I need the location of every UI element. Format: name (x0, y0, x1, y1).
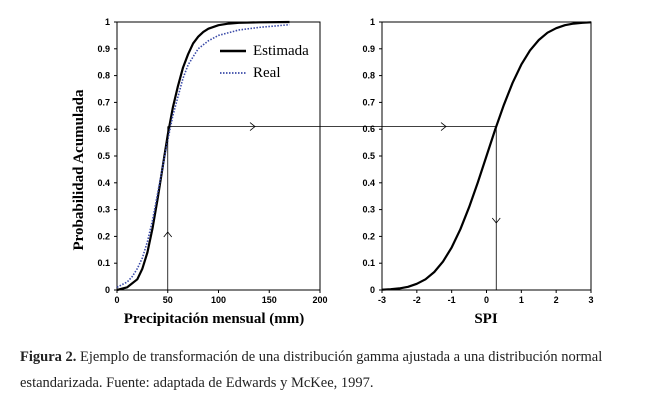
y-tick-label: 1 (105, 17, 110, 27)
y-tick-label: 1 (370, 17, 375, 27)
y-tick-label: 0.2 (362, 231, 375, 241)
y-tick-label: 0.6 (97, 124, 110, 134)
legend-label: Estimada (253, 43, 309, 59)
y-tick-label: 0.1 (97, 258, 110, 268)
up-arrow-icon (163, 231, 173, 238)
x-tick-label: -2 (413, 295, 421, 305)
x-tick-label: 2 (554, 295, 559, 305)
x-tick-label: 50 (163, 295, 173, 305)
spi-chart: 0 0.1 0.2 0.3 0.4 0.5 0.6 0.7 0.8 0.9 1 -3 -2 -1 0 1 2 3 S… (362, 17, 593, 327)
y-tick-label: 0.4 (362, 178, 375, 188)
series-spi (381, 21, 592, 291)
y-tick-label: 0 (105, 285, 110, 295)
y-tick-label: 0.2 (97, 231, 110, 241)
x-tick-label: 100 (211, 295, 226, 305)
right-arrow-icon (249, 122, 256, 131)
y-axis-title: Probabilidad Acumulada (71, 89, 87, 251)
x-tick-label: -3 (378, 295, 386, 305)
y-tick-label: 0.1 (362, 258, 375, 268)
y-tick-label: 0.5 (362, 151, 375, 161)
x-tick-label: 0 (114, 295, 119, 305)
y-tick-label: 0.4 (97, 178, 110, 188)
legend-label: Real (253, 65, 281, 81)
series-real (116, 23, 290, 289)
series-estimada (116, 20, 290, 292)
y-tick-label: 0.8 (362, 71, 375, 81)
figure: 00.10.20.30.40.50.60.70.80.910 50 100 150 20… (71, 17, 594, 327)
y-tick-label: 0.7 (362, 97, 375, 107)
x-tick-label: -1 (448, 295, 456, 305)
legend: Estimada Real (220, 43, 309, 81)
y-tick-label: 0 (370, 285, 375, 295)
x-tick-label: 150 (262, 295, 277, 305)
x-tick-label: 0 (484, 295, 489, 305)
figure-caption: Figura 2. Ejemplo de transformación de u… (20, 344, 660, 396)
y-tick-label: 0.9 (362, 44, 375, 54)
transformation-lines (163, 122, 501, 290)
y-tick-label: 0.8 (97, 71, 110, 81)
right-arrow-icon (440, 122, 447, 131)
y-tick-label: 0.3 (97, 205, 110, 215)
y-tick-label: 0.9 (97, 44, 110, 54)
down-arrow-icon (491, 217, 501, 224)
y-tick-label: 0.6 (362, 124, 375, 134)
x-tick-label: 3 (588, 295, 593, 305)
y-tick-label: 0.5 (97, 151, 110, 161)
y-tick-label: 0.3 (362, 205, 375, 215)
caption-text: Ejemplo de transformación de una distrib… (20, 349, 603, 391)
x-tick-label: 200 (312, 295, 327, 305)
x-tick-label: 1 (519, 295, 524, 305)
y-tick-label: 0.7 (97, 97, 110, 107)
precipitation-chart: 0 0.1 0.2 0.3 0.4 0.5 0.6 0.7 0.8 0.9 1 0 50 100 150 20… (71, 17, 328, 327)
x-axis-title: Precipitación mensual (mm) (124, 311, 305, 327)
x-axis-title: SPI (474, 311, 498, 327)
caption-label: Figura 2. (20, 349, 77, 365)
